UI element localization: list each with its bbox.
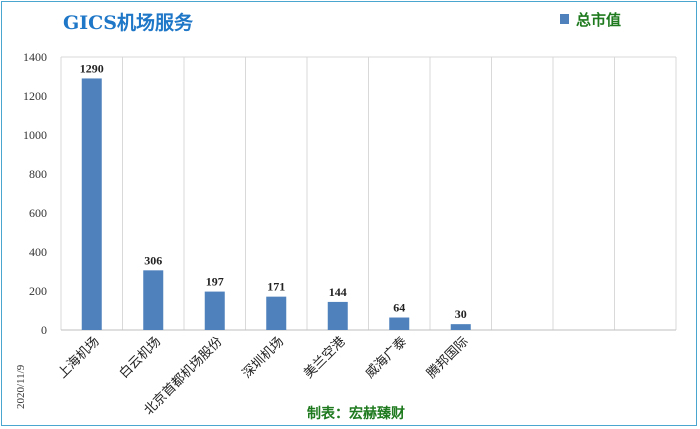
y-tick-label: 1400: [23, 50, 47, 64]
grid-lines: [60, 56, 677, 331]
data-label: 30: [455, 307, 467, 321]
data-label: 1290: [80, 61, 104, 75]
category-label: 美兰空港: [301, 334, 348, 381]
credit-label: 制表：宏赫臻财: [307, 405, 405, 422]
data-label: 306: [144, 253, 162, 267]
bar: [266, 296, 287, 330]
y-tick-label: 1000: [23, 128, 47, 142]
bar: [327, 301, 348, 330]
category-label: 腾邦国际: [423, 334, 471, 382]
bar: [389, 317, 410, 330]
bar: [450, 324, 471, 330]
y-tick-label: 200: [29, 284, 47, 298]
category-label: 威海广泰: [363, 334, 410, 381]
y-tick-label: 600: [29, 206, 47, 220]
category-label: 上海机场: [55, 334, 102, 381]
y-tick-label: 800: [29, 167, 47, 181]
legend-swatch: [560, 14, 569, 24]
y-tick-label: 0: [41, 323, 47, 337]
data-label: 171: [267, 280, 285, 294]
chart-title: GICS机场服务: [63, 11, 194, 34]
category-label: 深圳机场: [240, 334, 287, 381]
category-label: 白云机场: [116, 334, 164, 382]
legend-label: 总市值: [576, 11, 621, 29]
data-labels: 1290 306 197 171 144 64 30: [80, 61, 467, 321]
data-label: 64: [393, 301, 405, 315]
data-label: 197: [206, 275, 224, 289]
y-tick-label: 1200: [23, 89, 47, 103]
y-tick-label: 400: [29, 245, 47, 259]
bar: [81, 78, 102, 330]
y-axis-ticks: 0 200 400 600 800 1000 1200 1400: [23, 50, 47, 337]
data-label: 144: [329, 285, 347, 299]
date-label: 2020/11/9: [15, 364, 27, 409]
bar: [143, 270, 164, 330]
bars: [81, 78, 471, 330]
bar: [204, 291, 225, 330]
